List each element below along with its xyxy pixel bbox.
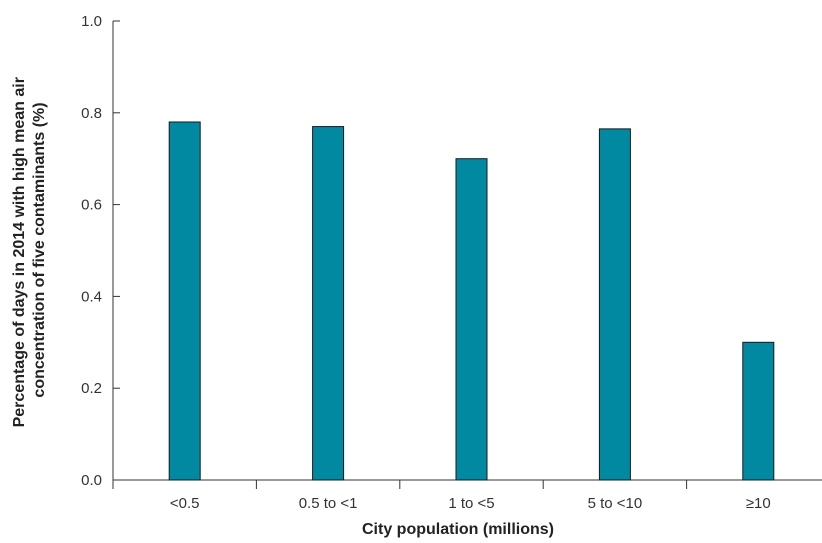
y-axis-title-line-2: concentration of five contaminants (%) (31, 102, 48, 397)
y-axis-title-line-1: Percentage of days in 2014 with high mea… (11, 77, 28, 427)
bar (312, 126, 345, 481)
x-tick-label: ≥10 (746, 495, 771, 512)
y-axis: 0.0 0.2 0.4 0.6 0.8 1.0 (81, 13, 120, 489)
bar (168, 121, 201, 481)
y-tick-label: 0.0 (81, 472, 102, 489)
bars (168, 121, 775, 481)
x-axis-title: City population (millions) (362, 521, 554, 538)
x-tick-label: 5 to <10 (588, 495, 643, 512)
y-tick-label: 0.8 (81, 105, 102, 122)
x-axis: <0.5 0.5 to <1 1 to <5 5 to <10 ≥10 (112, 479, 822, 512)
x-tick-label: <0.5 (170, 495, 200, 512)
y-tick-label: 0.4 (81, 288, 102, 305)
x-tick-label: 1 to <5 (448, 495, 494, 512)
y-tick-label: 1.0 (81, 13, 102, 30)
bar (598, 128, 631, 481)
x-tick-label: 0.5 to <1 (299, 495, 358, 512)
y-tick-label: 0.2 (81, 380, 102, 397)
bar (742, 341, 775, 481)
y-tick-label: 0.6 (81, 197, 102, 214)
y-axis-title: Percentage of days in 2014 with high mea… (11, 73, 48, 428)
bar (455, 158, 488, 481)
